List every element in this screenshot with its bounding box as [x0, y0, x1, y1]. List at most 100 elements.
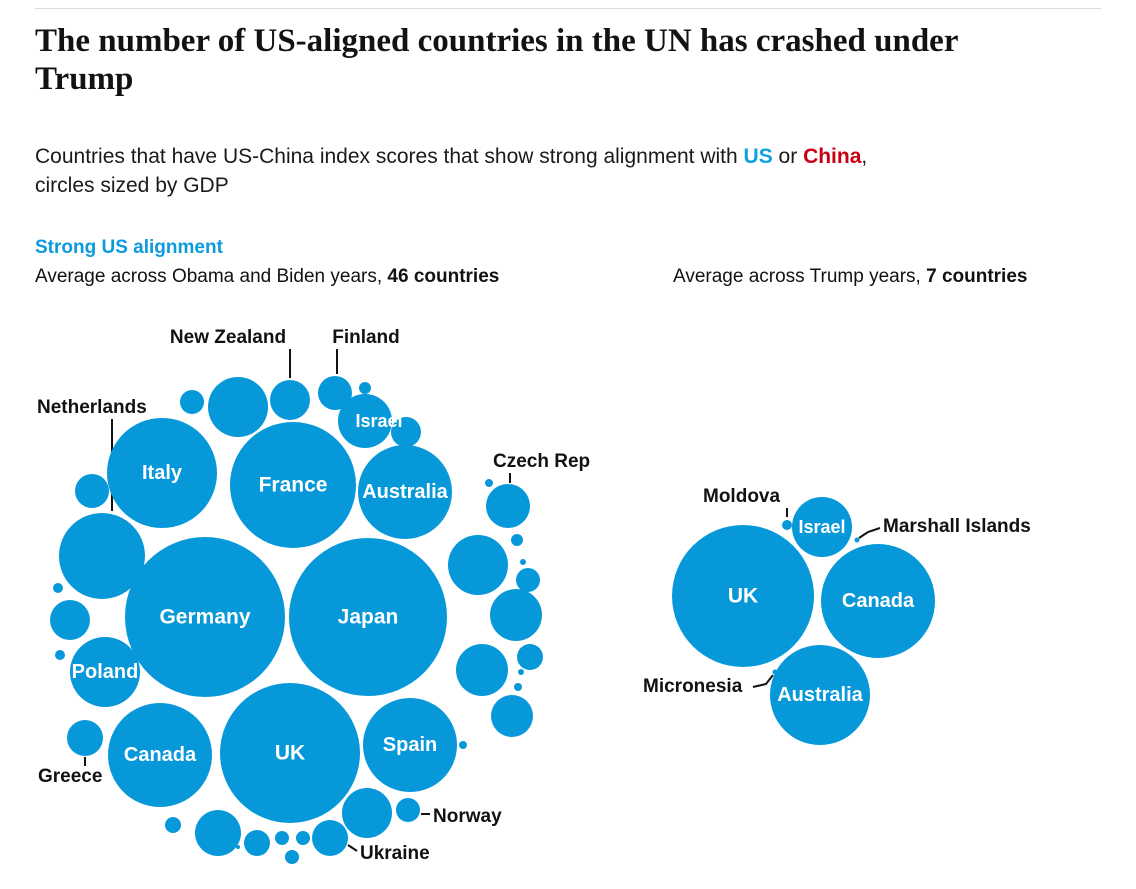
- bubble-new-zealand: [270, 380, 310, 420]
- subtitle-comma: ,: [861, 145, 868, 168]
- bubble-unlabeled: [456, 644, 508, 696]
- callout-label-moldova: Moldova: [703, 486, 780, 507]
- caption-right-count: 7 countries: [926, 266, 1028, 287]
- bubble-israel: [792, 497, 852, 557]
- cluster-obama-biden: Germany Japan UK France Italy Canada Australia…: [37, 327, 590, 864]
- bubble-moldova: [782, 520, 792, 530]
- bubble-unlabeled: [285, 850, 299, 864]
- bubble-finland: [318, 376, 352, 410]
- callout-label-micronesia: Micronesia: [643, 676, 743, 697]
- subtitle-china-highlight: China: [803, 145, 862, 168]
- bubble-label-uk: UK: [728, 585, 758, 608]
- cluster-trump: UK Canada Australia Israel Moldova Marshall I…: [643, 486, 1031, 745]
- bubble-unlabeled: [448, 535, 508, 595]
- bubble-label-france: France: [259, 474, 328, 497]
- bubble-australia: [358, 445, 452, 539]
- bubble-unlabeled: [50, 600, 90, 640]
- bubble-micronesia: [772, 669, 778, 675]
- bubble-unlabeled: [55, 650, 65, 660]
- bubble-france: [230, 422, 356, 548]
- callout-label-finland: Finland: [332, 327, 400, 348]
- caption-left-text: Average across Obama and Biden years,: [35, 266, 388, 287]
- bubble-ukraine: [312, 820, 348, 856]
- bubble-unlabeled: [208, 377, 268, 437]
- bubble-unlabeled: [516, 568, 540, 592]
- subtitle-line2: circles sized by GDP: [35, 174, 229, 197]
- bubble-italy: [107, 418, 217, 528]
- title-line2: Trump: [35, 61, 134, 97]
- callout-label-greece: Greece: [38, 766, 102, 787]
- bubble-label-uk: UK: [275, 742, 305, 765]
- caption-right-text: Average across Trump years,: [673, 266, 927, 287]
- bubble-japan: [289, 538, 447, 696]
- bubble-marshall-islands: [854, 537, 860, 543]
- chart-subtitle: Countries that have US-China index score…: [35, 142, 1105, 200]
- cluster-caption-trump: Average across Trump years, 7 countries: [673, 266, 1027, 288]
- cluster-caption-obama-biden: Average across Obama and Biden years, 46…: [35, 266, 499, 288]
- bubble-unlabeled: [342, 788, 392, 838]
- bubble-unlabeled: [244, 830, 270, 856]
- leader-line-micronesia: [752, 674, 774, 688]
- bubble-unlabeled: [514, 683, 522, 691]
- bubble-label-australia: Australia: [777, 684, 863, 706]
- bubble-unlabeled: [517, 644, 543, 670]
- bubble-label-canada: Canada: [842, 590, 915, 612]
- bubble-netherlands: [59, 513, 145, 599]
- leader-line-ukraine: [347, 844, 358, 852]
- bubble-label-canada: Canada: [124, 744, 197, 766]
- bubble-label-israel: Israel: [355, 411, 402, 431]
- bubble-australia: [770, 645, 870, 745]
- bubble-label-italy: Italy: [142, 462, 183, 484]
- title-line1: The number of US-aligned countries in th…: [35, 23, 959, 59]
- bubble-israel: [338, 394, 392, 448]
- bubble-label-germany: Germany: [159, 606, 250, 629]
- callout-label-marshall-islands: Marshall Islands: [883, 516, 1031, 537]
- bubble-label-spain: Spain: [383, 734, 437, 756]
- legend-strong-us-alignment: Strong US alignment: [35, 237, 223, 258]
- bubble-uk: [220, 683, 360, 823]
- bubble-poland: [70, 637, 140, 707]
- bubble-unlabeled: [359, 382, 371, 394]
- subtitle-text: Countries that have US-China index score…: [35, 145, 744, 168]
- callout-label-new-zealand: New Zealand: [170, 327, 286, 348]
- caption-left-count: 46 countries: [387, 266, 500, 287]
- bubble-unlabeled: [180, 390, 204, 414]
- callout-label-ukraine: Ukraine: [360, 843, 430, 864]
- bubble-unlabeled: [485, 479, 493, 487]
- page-title: The number of US-aligned countries in th…: [35, 22, 1095, 98]
- leader-line-marshall-islands: [858, 527, 881, 539]
- bubble-unlabeled: [511, 534, 523, 546]
- bubble-greece: [67, 720, 103, 756]
- bubble-unlabeled: [391, 417, 421, 447]
- bubble-unlabeled: [520, 559, 526, 565]
- bubble-unlabeled: [518, 669, 524, 675]
- bubble-unlabeled: [236, 845, 240, 849]
- bubble-unlabeled: [491, 695, 533, 737]
- bubble-unlabeled: [490, 589, 542, 641]
- callout-label-norway: Norway: [433, 806, 502, 827]
- subtitle-or: or: [772, 145, 804, 168]
- bubble-unlabeled: [165, 817, 181, 833]
- bubble-unlabeled: [296, 831, 310, 845]
- bubble-uk: [672, 525, 814, 667]
- bubble-label-australia: Australia: [362, 481, 448, 503]
- callout-label-czech-rep: Czech Rep: [493, 451, 590, 472]
- bubble-germany: [125, 537, 285, 697]
- bubble-czech-rep: [486, 484, 530, 528]
- bubble-unlabeled: [275, 831, 289, 845]
- subtitle-us-highlight: US: [743, 145, 773, 168]
- bubble-unlabeled: [75, 474, 109, 508]
- bubble-label-poland: Poland: [72, 661, 139, 683]
- bubble-norway: [396, 798, 420, 822]
- bubble-unlabeled: [459, 741, 467, 749]
- bubble-unlabeled: [53, 583, 63, 593]
- bubble-canada: [821, 544, 935, 658]
- top-divider-rule: [35, 8, 1101, 9]
- bubble-label-israel: Israel: [798, 517, 845, 537]
- bubble-unlabeled: [195, 810, 241, 856]
- bubble-spain: [363, 698, 457, 792]
- bubble-label-japan: Japan: [338, 606, 399, 629]
- bubble-canada: [108, 703, 212, 807]
